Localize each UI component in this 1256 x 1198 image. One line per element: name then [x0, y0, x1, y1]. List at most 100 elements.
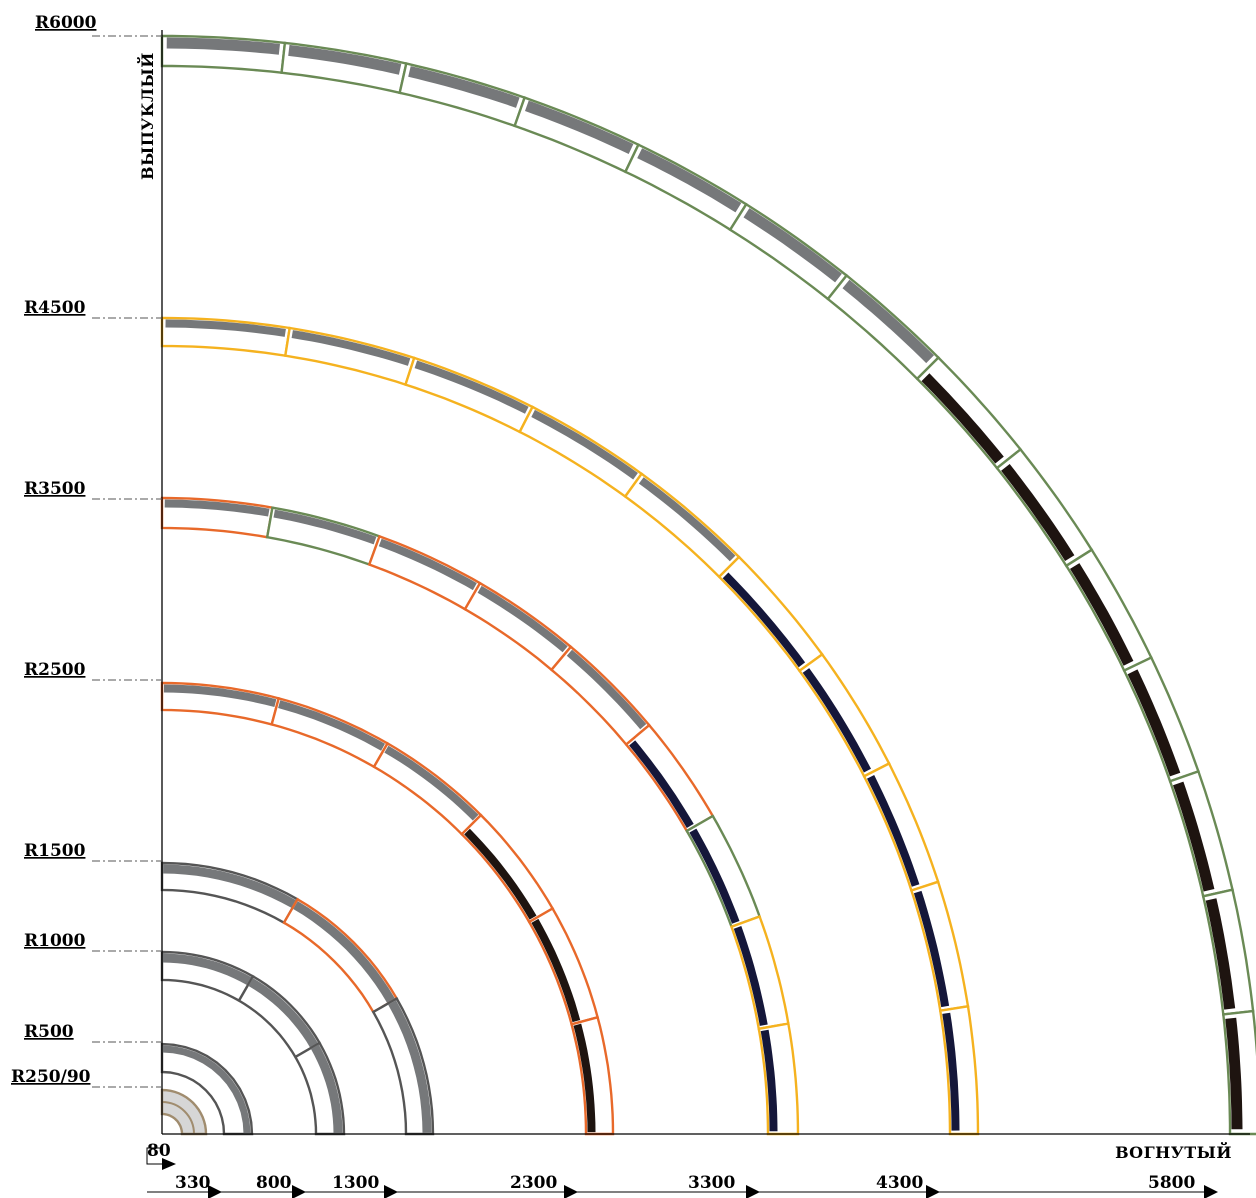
arc-band: [638, 477, 736, 562]
arc-segment: [372, 741, 483, 836]
bottom-scale: 80 330 800 1300 2300 3300 4300 5800: [146, 1141, 1218, 1198]
radius-label: R500: [24, 1022, 74, 1042]
arc-band: [288, 44, 402, 75]
arc-segment: [237, 974, 322, 1059]
arc-band: [1127, 669, 1181, 777]
arc-band: [293, 901, 395, 1003]
scale-label: 4300: [876, 1173, 923, 1193]
radius-label: R1500: [24, 841, 86, 861]
radius-label: R3500: [24, 479, 86, 499]
arc-band: [384, 745, 479, 821]
arc-band: [867, 775, 920, 887]
arc-band: [689, 828, 740, 924]
arc-band: [802, 668, 871, 773]
arc-band: [161, 1101, 195, 1135]
scale-label: 1300: [332, 1173, 379, 1193]
arc-band: [163, 684, 277, 707]
arc-band: [637, 148, 742, 213]
arc-band: [760, 1029, 778, 1132]
arc-band: [629, 740, 694, 828]
arc-band: [842, 279, 934, 364]
arc-segment: [728, 202, 849, 301]
arc-band: [408, 66, 520, 108]
arc-segment: [826, 273, 941, 381]
horizontal-axis-label: ВОГНУТЫЙ: [1115, 1141, 1232, 1162]
arc-segment: [282, 897, 399, 1014]
arc-band: [163, 864, 296, 908]
arc-segment: [460, 813, 555, 924]
scale-label: 800: [256, 1173, 292, 1193]
arc-band: [1070, 563, 1134, 666]
arc-segment: [915, 355, 1023, 470]
scale-arrowhead: [384, 1185, 398, 1198]
arc-band: [164, 499, 270, 517]
arc-segment: [463, 581, 573, 672]
arc-segment: [717, 555, 824, 673]
arc-band: [743, 208, 842, 283]
arc-band: [273, 509, 377, 545]
arc-band: [291, 330, 411, 366]
arc-band: [1001, 464, 1075, 561]
arc-band: [378, 538, 477, 591]
axes: ВЫПУКЛЫЙ ВОГНУТЫЙ: [136, 30, 1250, 1162]
radius-label: R4500: [24, 298, 86, 318]
arc-segment: [371, 996, 435, 1136]
scale-arrowhead: [1204, 1185, 1218, 1198]
arc-band: [414, 360, 529, 414]
arc-band: [388, 1000, 432, 1133]
radius-label: R6000: [35, 13, 97, 33]
arc-band: [1225, 1017, 1243, 1130]
arc-segment: [270, 696, 390, 769]
arc-segment: [403, 356, 535, 434]
arc-band: [733, 926, 768, 1026]
arc-band: [566, 649, 647, 730]
scale-start-label: 80: [147, 1141, 171, 1161]
arc-band: [464, 828, 537, 920]
arc-segment: [624, 723, 715, 833]
arc-segment: [623, 472, 741, 579]
scale-arrowhead: [208, 1185, 222, 1198]
arc-band: [913, 890, 950, 1008]
arc-band: [248, 978, 318, 1048]
arc-band: [166, 37, 280, 55]
scale-label: 5800: [1148, 1173, 1195, 1193]
arc-band: [921, 373, 1004, 464]
scale-arrowhead: [162, 1158, 176, 1170]
arc-band: [573, 1023, 596, 1133]
radius-labels: R6000 R4500 R3500 R2500 R1500 R1000 R500…: [11, 13, 97, 1087]
arc-band: [722, 572, 806, 668]
scale-label: 2300: [510, 1173, 557, 1193]
arc-band: [165, 319, 286, 337]
radius-label: R250/90: [11, 1067, 91, 1087]
arc-segment: [293, 1041, 346, 1136]
scale-arrowhead: [926, 1185, 940, 1198]
radius-label: R1000: [24, 931, 86, 951]
scale-label: 3300: [688, 1173, 735, 1193]
arc-band: [1205, 898, 1236, 1010]
arc-segment: [518, 405, 644, 499]
arc-band: [531, 409, 638, 480]
arc-band: [477, 585, 568, 653]
arc-band: [162, 953, 252, 986]
arc-segment: [797, 652, 891, 778]
arc-band: [942, 1012, 960, 1131]
arc-segment: [265, 506, 382, 567]
scale-arrowhead: [292, 1185, 306, 1198]
arc-band: [531, 918, 581, 1023]
arc-band: [525, 100, 634, 154]
arc-band: [162, 1045, 251, 1134]
radius-leader-lines: [92, 35, 162, 1088]
scale-arrowhead: [746, 1185, 760, 1198]
scale-arrowhead: [564, 1185, 578, 1198]
arc-band: [1173, 781, 1215, 892]
arc-segment: [685, 814, 762, 929]
arc-band: [310, 1044, 343, 1134]
radius-label: R2500: [24, 660, 86, 680]
arc-segment: [549, 645, 651, 747]
scale-label: 330: [175, 1173, 211, 1193]
vertical-axis-label: ВЫПУКЛЫЙ: [136, 52, 157, 180]
arc-segments: [160, 34, 1256, 1136]
arc-band: [278, 700, 385, 751]
arc-segment: [367, 534, 482, 611]
